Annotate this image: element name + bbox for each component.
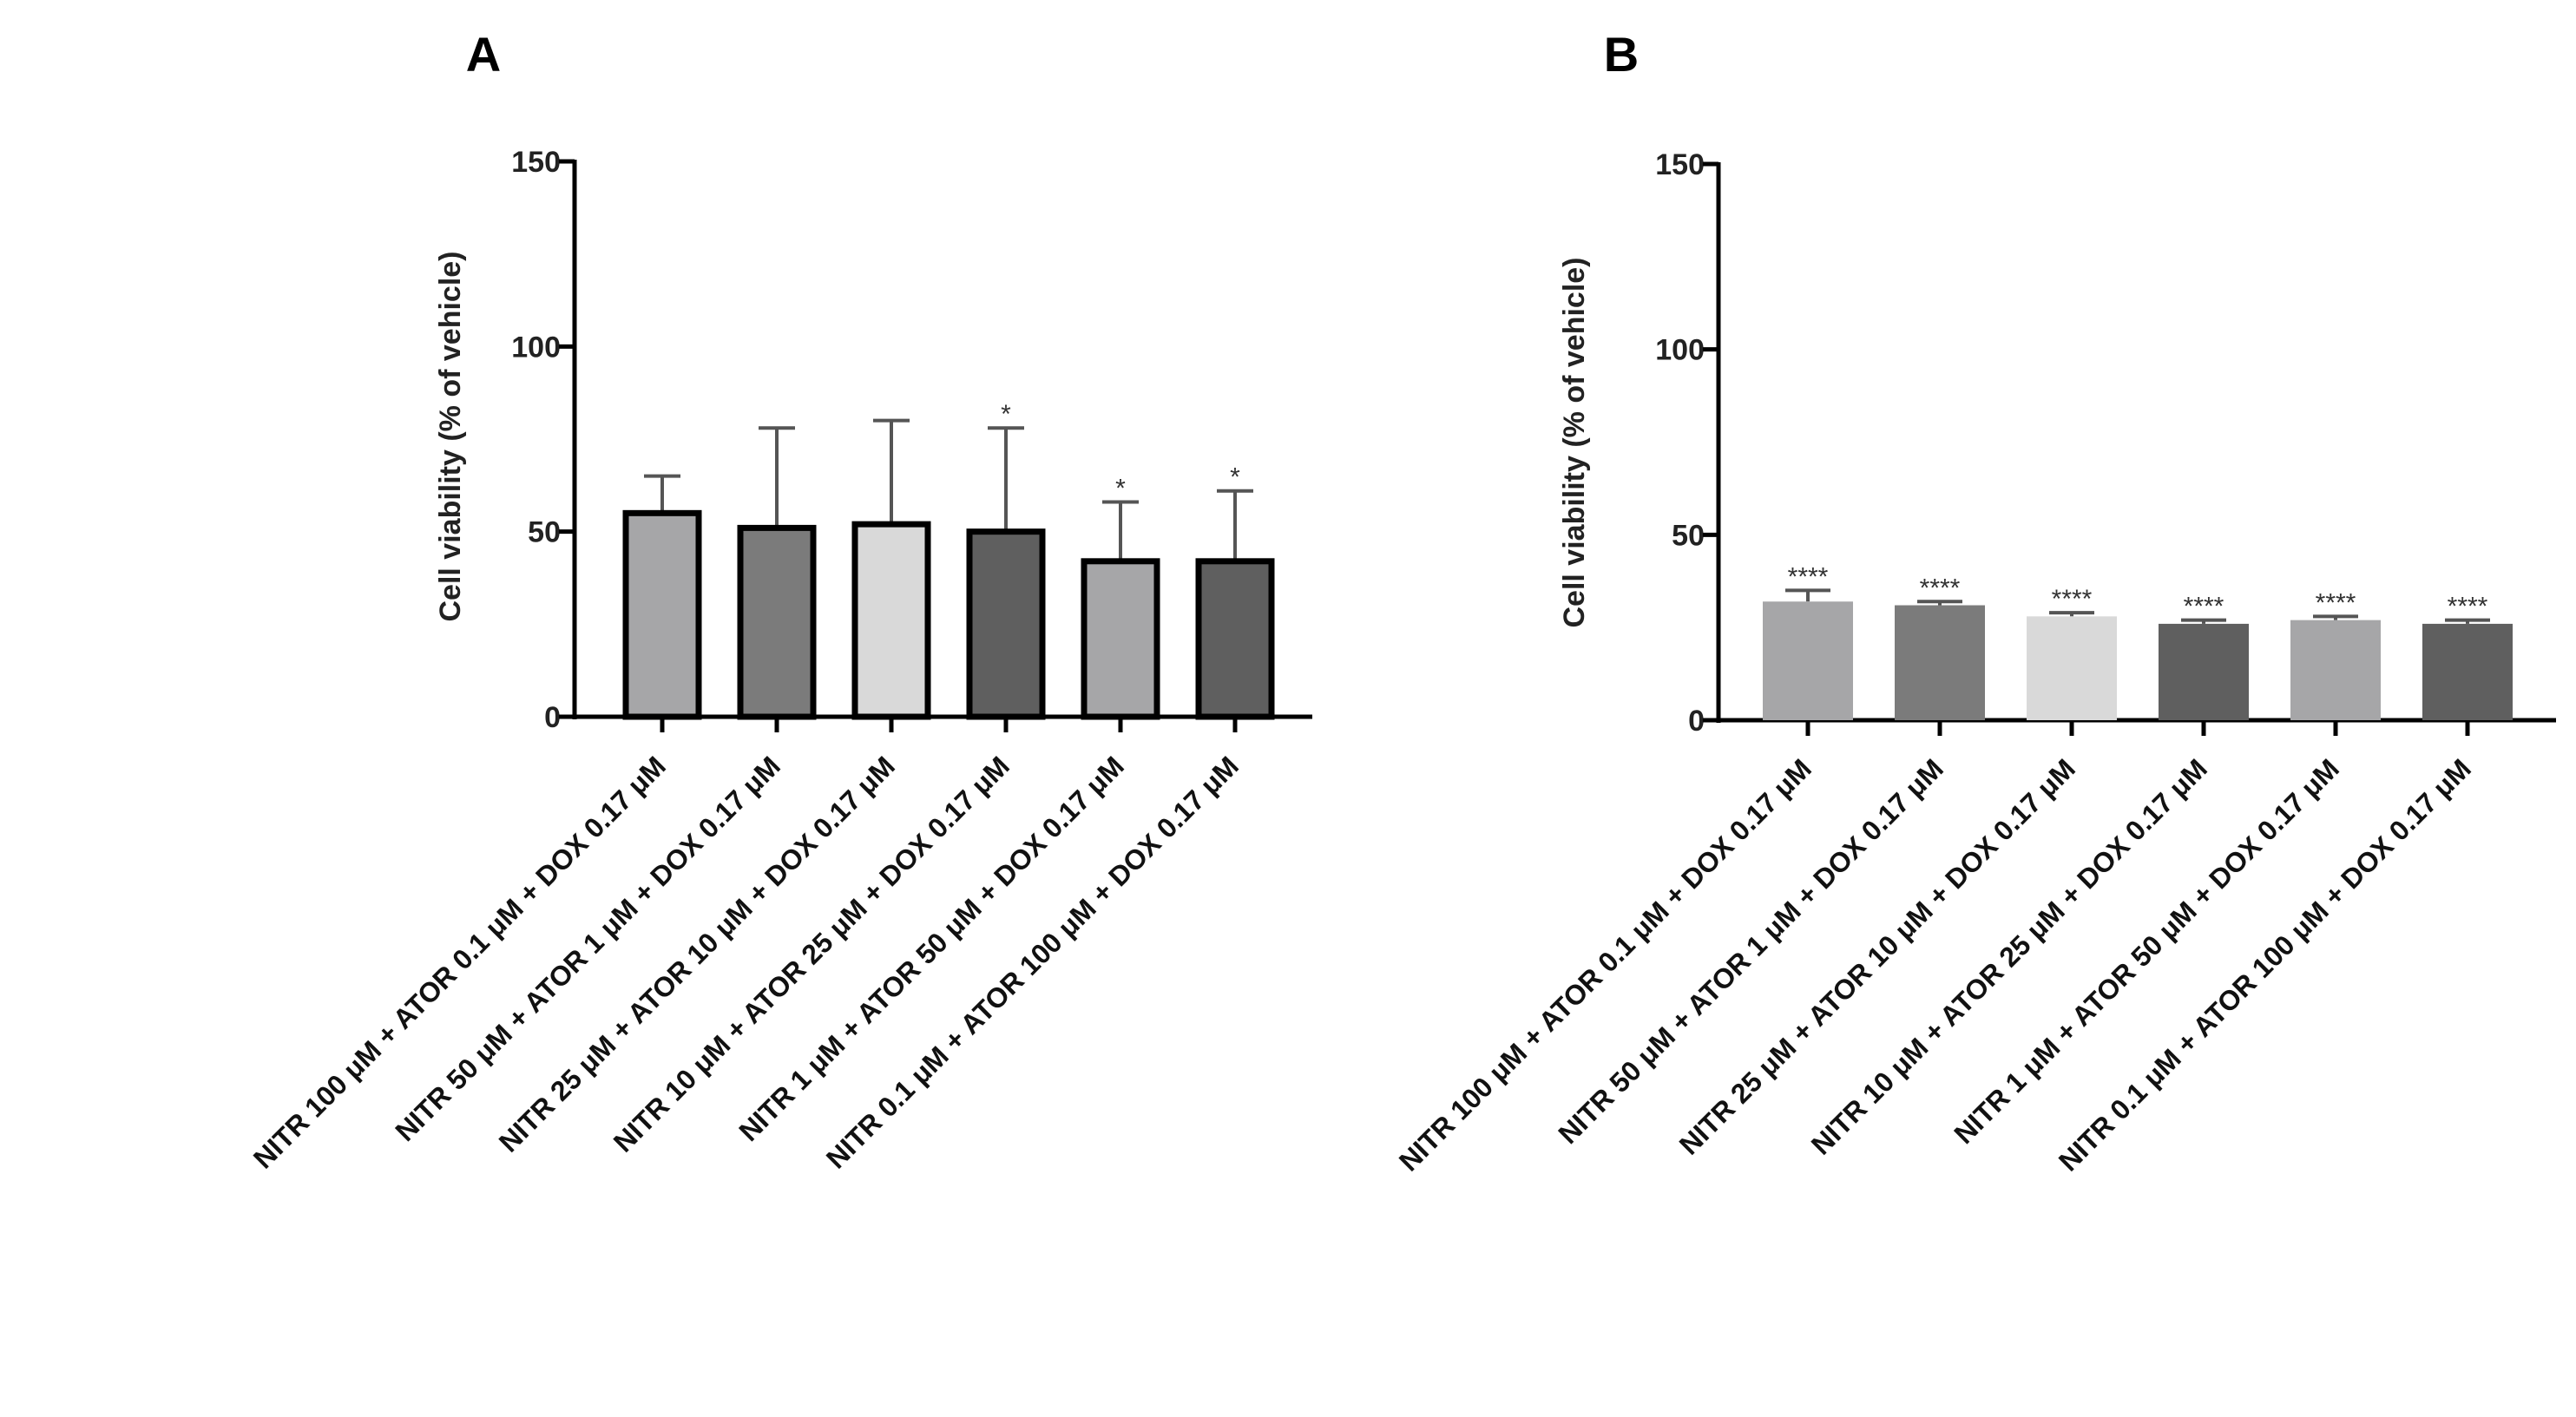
bar [2290,620,2381,720]
category-label: NITR 1 μM + ATOR 50 μM + DOX 0.17 μM [733,750,1130,1147]
bar [1195,558,1275,720]
significance-label: **** [2448,593,2488,621]
significance-label: **** [1920,574,1961,602]
y-tick-label: 50 [528,516,561,549]
significance-label: **** [1788,562,1829,591]
y-tick-label: 150 [511,146,561,179]
significance-label: **** [2316,588,2356,617]
bar [2159,623,2249,720]
y-tick-label: 100 [511,331,561,364]
y-tick-label: 50 [1672,519,1705,552]
category-label: NITR 25 μM + ATOR 10 μM + DOX 0.17 μM [493,750,901,1158]
category-label: NITR 0.1 μM + ATOR 100 μM + DOX 0.17 μM [820,750,1245,1174]
bar [851,521,931,720]
chart-panel-a: A Cell viability (% of vehicle) 0 50 100 15… [247,27,1312,1175]
bar [2027,616,2117,720]
y-axis-label: Cell viability (% of vehicle) [434,251,467,621]
y-axis-label: Cell viability (% of vehicle) [1558,257,1591,627]
category-label: NITR 50 μM + ATOR 1 μM + DOX 0.17 μM [389,750,786,1147]
significance-label: * [1001,400,1011,429]
bar [1763,601,1853,720]
chart-panel-b: B Cell viability (% of vehicle) 0 50 100 15… [1393,27,2556,1178]
significance-label: **** [2052,585,2093,613]
significance-label: * [1115,475,1126,503]
category-label: NITR 100 μM + ATOR 0.1 μM + DOX 0.17 μM [247,750,672,1174]
bar [1895,605,1985,720]
significance-label: * [1230,463,1240,492]
y-tick-label: 0 [1688,705,1705,738]
bar [966,528,1046,720]
y-tick-label: 150 [1655,148,1705,181]
category-label: NITR 10 μM + ATOR 25 μM + DOX 0.17 μM [608,750,1015,1158]
panel-letter: A [466,27,501,82]
bar [622,509,702,720]
significance-label: **** [2184,593,2224,621]
panel-letter: B [1604,27,1639,82]
bar [737,524,817,720]
bar [1081,558,1160,720]
bar [2422,623,2513,720]
y-tick-label: 0 [544,701,561,734]
y-tick-label: 100 [1655,334,1705,367]
